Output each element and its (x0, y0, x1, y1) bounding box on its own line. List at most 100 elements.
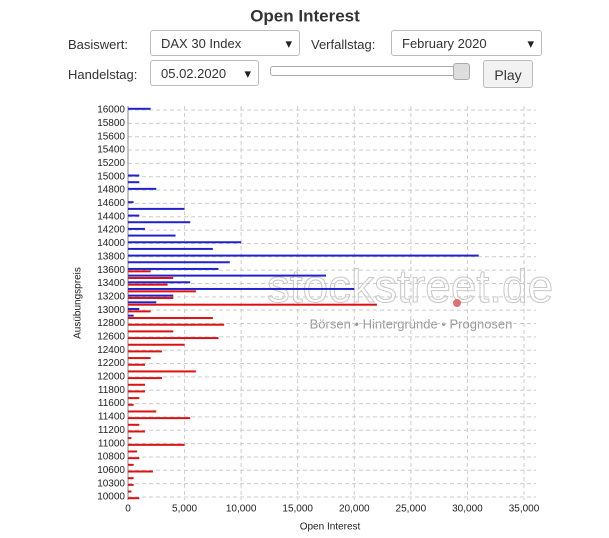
bar (128, 470, 153, 473)
bar (128, 301, 157, 304)
y-tick-label: 13600 (97, 265, 125, 276)
bar (128, 310, 151, 313)
verfallstag-label: Verfallstag: (311, 37, 376, 52)
bar (128, 397, 140, 400)
y-tick-label: 13400 (97, 278, 125, 289)
bar (128, 390, 145, 393)
bar (128, 423, 140, 426)
bar (128, 201, 134, 204)
x-tick-label: 0 (125, 504, 131, 515)
bar (128, 317, 213, 320)
y-tick-label: 12200 (97, 358, 125, 369)
y-tick-label: 10600 (97, 465, 125, 476)
y-tick-label: 13000 (97, 305, 125, 316)
y-tick-label: 14200 (97, 225, 125, 236)
bar (128, 490, 132, 493)
bar (128, 417, 191, 420)
bar (128, 443, 185, 446)
bar (128, 277, 174, 280)
x-tick-label: 30,000 (452, 504, 483, 515)
x-tick-label: 10,000 (226, 504, 257, 515)
bar (128, 207, 185, 210)
bar (128, 357, 151, 360)
bar (128, 337, 219, 340)
bar (128, 290, 196, 293)
handelstag-label: Handelstag: (68, 67, 138, 82)
verfallstag-select[interactable]: February 2020 (391, 30, 542, 57)
bar (128, 287, 355, 290)
bar (128, 483, 134, 486)
bar (128, 297, 174, 300)
bar (128, 283, 168, 286)
bar (128, 410, 157, 413)
bar (128, 457, 140, 460)
y-tick-label: 11600 (98, 398, 126, 409)
bar (128, 403, 134, 406)
bar (128, 363, 145, 366)
y-tick-label: 10800 (97, 452, 125, 463)
watermark-dot (453, 299, 461, 307)
basiswert-select[interactable]: DAX 30 Index (150, 30, 300, 57)
bar (128, 437, 132, 440)
bar (128, 370, 196, 373)
bar (128, 314, 134, 317)
y-tick-label: 13800 (97, 251, 125, 262)
y-tick-label: 15600 (97, 131, 125, 142)
y-tick-label: 14800 (97, 185, 125, 196)
bar (128, 307, 140, 310)
bar (128, 477, 134, 480)
y-tick-label: 16000 (97, 105, 125, 116)
slider-thumb[interactable] (453, 63, 470, 80)
bar (128, 261, 230, 264)
handelstag-select[interactable]: 05.02.2020 (150, 60, 259, 87)
bar (128, 323, 225, 326)
bar (128, 241, 242, 244)
y-tick-label: 14600 (97, 198, 125, 209)
bar (128, 227, 145, 230)
bar (128, 343, 185, 346)
bar (128, 234, 176, 237)
bar (128, 303, 377, 306)
bar (128, 187, 157, 190)
y-axis-label: Ausübungspreis (73, 267, 84, 339)
bar (128, 350, 162, 353)
bar (128, 294, 174, 297)
bar (128, 214, 140, 217)
basiswert-label: Basiswert: (68, 37, 128, 52)
y-tick-label: 13200 (97, 291, 125, 302)
bar (128, 497, 140, 500)
y-tick-label: 10000 (97, 492, 125, 503)
bar (128, 254, 479, 257)
chart-title: Open Interest (250, 6, 360, 25)
y-tick-label: 15800 (97, 118, 125, 129)
x-tick-label: 5,000 (172, 504, 197, 515)
play-button[interactable]: Play (483, 60, 533, 88)
bar (128, 267, 219, 270)
bar (128, 181, 140, 184)
bar (128, 247, 213, 250)
y-tick-label: 11400 (98, 412, 126, 423)
bar (128, 463, 134, 466)
y-tick-label: 15000 (97, 171, 125, 182)
x-tick-label: 15,000 (282, 504, 313, 515)
bar (128, 430, 145, 433)
x-tick-label: 20,000 (339, 504, 370, 515)
bar (128, 330, 174, 333)
bar (128, 377, 162, 380)
y-tick-label: 12400 (97, 345, 125, 356)
y-tick-label: 11000 (98, 438, 126, 449)
y-tick-label: 10300 (97, 478, 125, 489)
x-tick-label: 25,000 (396, 504, 427, 515)
x-tick-label: 35,000 (509, 504, 540, 515)
y-tick-label: 12000 (97, 372, 125, 383)
bar (128, 221, 191, 224)
x-axis-label: Open Interest (300, 522, 361, 533)
y-tick-label: 12600 (97, 332, 125, 343)
y-tick-label: 15400 (97, 145, 125, 156)
bar (128, 270, 151, 273)
bar (128, 281, 191, 284)
bar (128, 450, 138, 453)
y-tick-label: 11800 (98, 385, 126, 396)
